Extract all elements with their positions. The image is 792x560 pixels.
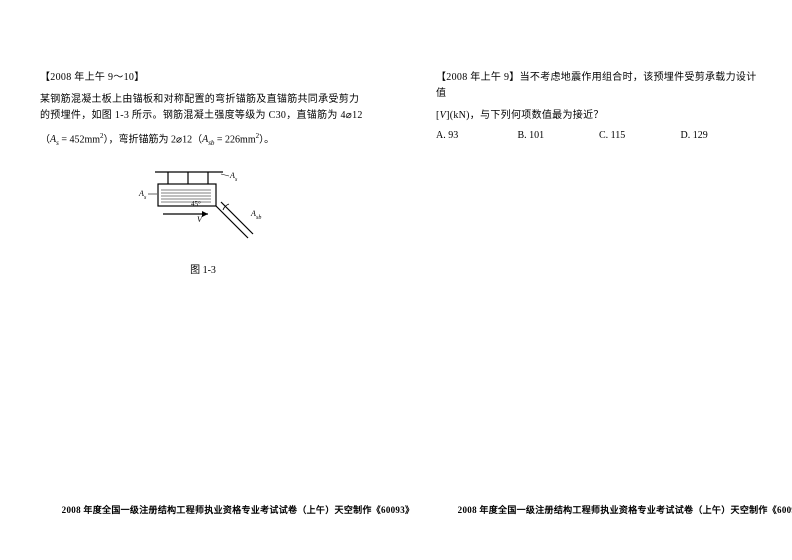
option-c: C. 115 bbox=[599, 130, 681, 141]
option-a: A. 93 bbox=[436, 130, 518, 141]
svg-text:s: s bbox=[144, 195, 147, 201]
page-left: 【2008 年上午 9～10】 某钢筋混凝土板上由锚板和对称配置的弯折锚筋及直锚… bbox=[0, 0, 396, 560]
figure-caption: 图 1-3 bbox=[40, 261, 366, 276]
question-para1: 某钢筋混凝土板上由锚板和对称配置的弯折锚筋及直锚筋共同承受剪力的预埋件，如图 1… bbox=[40, 92, 366, 124]
embedded-anchor-diagram: A s A s A sb 45° V bbox=[133, 162, 273, 252]
footer-left: 2008 年度全国一级注册结构工程师执业资格专业考试试卷（上午）天空制作《600… bbox=[40, 503, 436, 516]
question-header-left: 【2008 年上午 9～10】 bbox=[40, 70, 366, 86]
footer-right: 2008 年度全国一级注册结构工程师执业资格专业考试试卷（上午）天空制作《600… bbox=[436, 503, 792, 516]
question-header-right: 【2008 年上午 9】当不考虑地震作用组合时，该预埋件受剪承载力设计值 bbox=[436, 70, 762, 102]
option-b: B. 101 bbox=[518, 130, 600, 141]
question-line2: [V](kN)，与下列何项数值最为接近？ bbox=[436, 108, 762, 124]
question-para2: （As = 452mm2），弯折锚筋为 2⌀12（Asb = 226mm2）。 bbox=[40, 130, 366, 150]
figure-1-3: A s A s A sb 45° V bbox=[133, 162, 273, 257]
options-row: A. 93 B. 101 C. 115 D. 129 bbox=[436, 130, 762, 141]
figure-container: A s A s A sb 45° V 图 1-3 bbox=[40, 162, 366, 276]
svg-text:s: s bbox=[235, 177, 238, 183]
option-d: D. 129 bbox=[681, 130, 763, 141]
svg-text:45°: 45° bbox=[191, 200, 201, 208]
page-right: 【2008 年上午 9】当不考虑地震作用组合时，该预埋件受剪承载力设计值 [V]… bbox=[396, 0, 792, 560]
svg-text:sb: sb bbox=[256, 215, 261, 221]
header-text: 【2008 年上午 9～10】 bbox=[40, 72, 145, 83]
